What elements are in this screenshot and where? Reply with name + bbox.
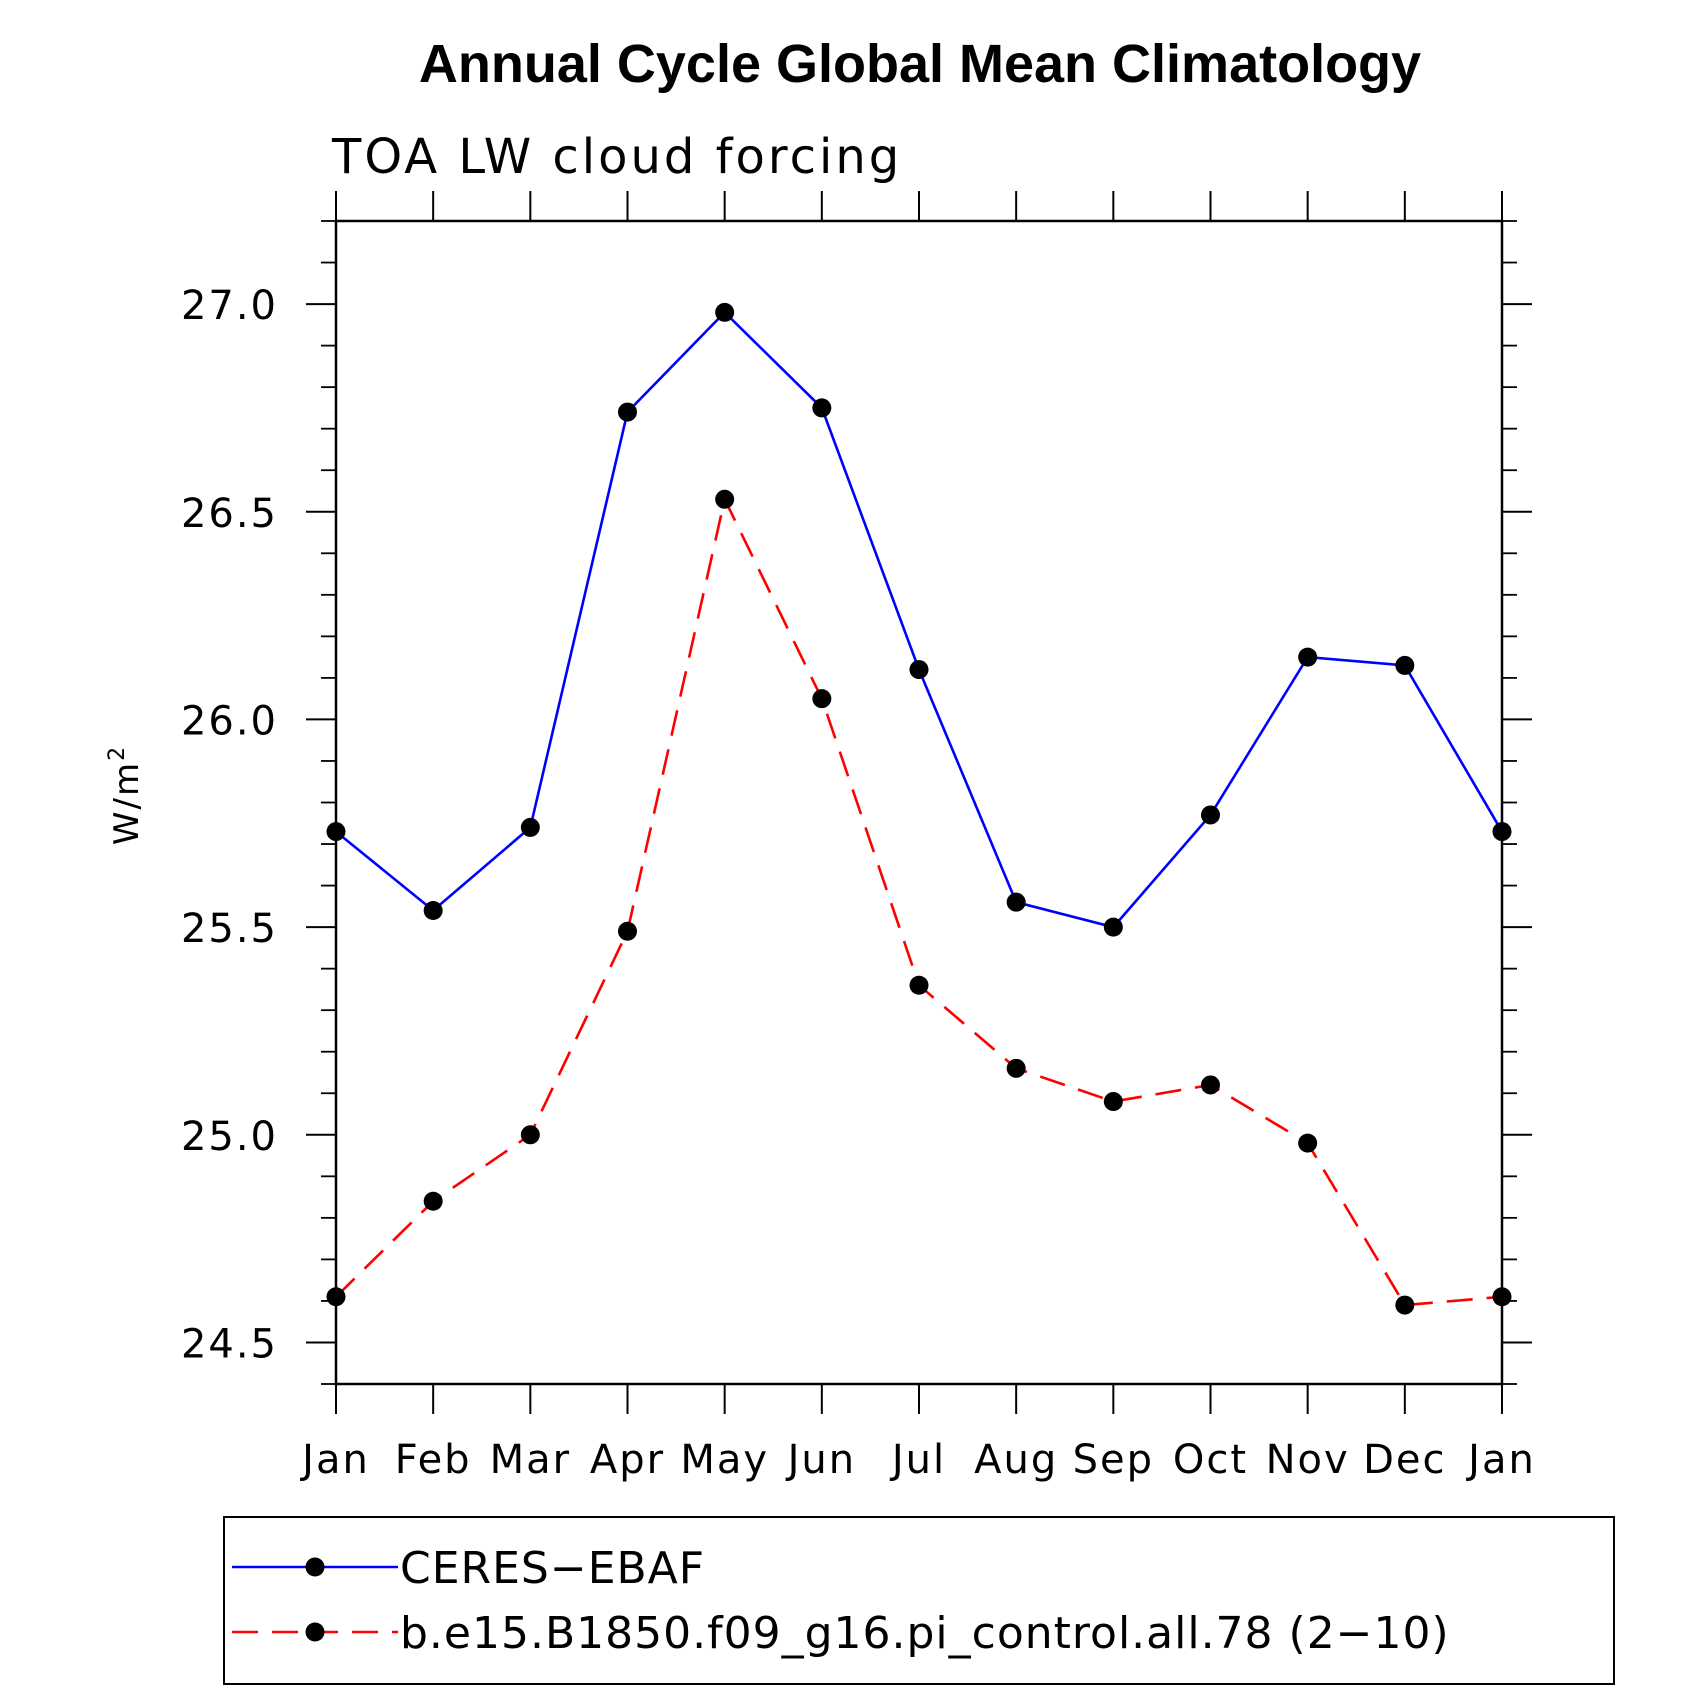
legend-label-2: b.e15.B1850.f09_g16.pi_control.all.78 (2…: [400, 1608, 1450, 1659]
legend-box: [223, 1516, 1615, 1685]
data-point: [812, 398, 832, 418]
data-point: [423, 1191, 443, 1211]
x-tick-label: Dec: [1363, 1437, 1446, 1483]
y-axis-label: W/m2: [105, 745, 147, 845]
y-axis-label-unit: W/m: [107, 761, 147, 845]
x-tick-label: Sep: [1073, 1437, 1154, 1483]
x-tick-label: Jul: [889, 1437, 946, 1483]
y-axis-label-superscript: 2: [105, 745, 130, 761]
data-point: [1006, 1058, 1026, 1078]
data-point: [618, 402, 637, 422]
data-point: [1103, 917, 1123, 937]
data-point: [1395, 655, 1415, 675]
legend-label-1: CERES−EBAF: [400, 1543, 705, 1594]
y-tick-label: 25.5: [181, 906, 278, 952]
legend-marker-1: [305, 1557, 325, 1577]
data-point: [618, 921, 637, 941]
x-tick-label: Mar: [490, 1437, 571, 1483]
chart-subtitle: TOA LW cloud forcing: [331, 129, 902, 185]
data-point: [520, 817, 540, 837]
x-tick-label: Jun: [785, 1437, 857, 1483]
chart-axes: Jan Feb Mar Apr May Jun Jul Aug Sep Oct Nov Dec Jan 2…: [181, 191, 1536, 1483]
data-point: [715, 489, 735, 509]
x-tick-label: Jan: [1465, 1437, 1536, 1483]
data-point: [1395, 1295, 1415, 1315]
y-tick-label: 25.0: [181, 1114, 278, 1160]
data-point: [1201, 805, 1220, 825]
x-tick-label: Aug: [974, 1437, 1058, 1483]
data-point: [520, 1125, 540, 1145]
data-point: [1492, 822, 1512, 842]
data-point: [715, 302, 735, 322]
data-point: [423, 900, 443, 920]
x-tick-label: May: [680, 1437, 769, 1483]
chart-title: Annual Cycle Global Mean Climatology: [419, 34, 1421, 94]
x-tick-label: Nov: [1266, 1437, 1350, 1483]
y-tick-label: 27.0: [181, 283, 278, 329]
data-point: [909, 660, 929, 680]
data-point: [1103, 1092, 1123, 1112]
data-point: [1201, 1075, 1220, 1095]
data-point: [326, 822, 346, 842]
x-tick-label: Apr: [590, 1437, 665, 1483]
series-line-1: [335, 310, 1504, 929]
series-layer: [326, 302, 1512, 1315]
y-tick-label: 26.5: [181, 491, 278, 537]
x-tick-label: Feb: [395, 1437, 472, 1483]
y-tick-label: 24.5: [181, 1321, 278, 1367]
data-point: [1492, 1287, 1512, 1307]
x-tick-label: Jan: [299, 1437, 370, 1483]
data-point: [909, 975, 929, 995]
x-tick-label: Oct: [1173, 1437, 1248, 1483]
plot-frame: [334, 219, 1504, 1386]
series-line-2: [335, 495, 1503, 1307]
y-tick-label: 26.0: [181, 698, 278, 744]
data-point: [1298, 647, 1318, 667]
data-point: [1006, 892, 1026, 912]
data-point: [1298, 1133, 1318, 1153]
data-point: [812, 689, 832, 709]
legend: CERES−EBAF b.e15.B1850.f09_g16.pi_control…: [223, 1516, 1615, 1685]
legend-marker-2: [305, 1622, 325, 1642]
data-point: [326, 1287, 346, 1307]
